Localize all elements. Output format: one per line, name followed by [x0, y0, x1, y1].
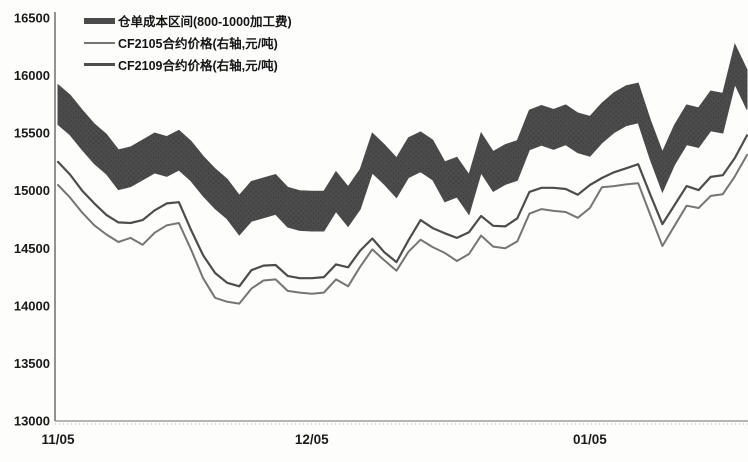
cf2105-line-swatch-icon — [84, 41, 115, 44]
legend-label-band: 仓单成本区间(800-1000加工费) — [118, 15, 292, 29]
y-axis-tick-label: 16500 — [14, 11, 50, 26]
y-axis-tick-label: 14500 — [14, 241, 50, 256]
cf2109-line-swatch-icon — [84, 63, 115, 66]
legend-item-cf2105: CF2105合约价格(右轴,元/吨) — [84, 32, 292, 53]
cf2105-line — [57, 154, 748, 305]
x-axis-tick-label: 12/05 — [295, 432, 329, 447]
cost-band-area — [57, 43, 748, 236]
y-axis-tick-label: 16000 — [14, 68, 50, 83]
legend-label-cf2105: CF2105合约价格(右轴,元/吨) — [118, 37, 278, 51]
x-axis-tick-label: 11/05 — [41, 432, 75, 447]
y-axis-tick-label: 15500 — [14, 126, 50, 141]
y-axis-tick-label: 13500 — [14, 356, 50, 371]
legend-item-band: 仓单成本区间(800-1000加工费) — [84, 10, 292, 31]
y-axis-tick-label: 15000 — [14, 183, 50, 198]
x-axis-tick-label: 01/05 — [573, 432, 607, 447]
cf2109-line — [56, 134, 748, 288]
legend: 仓单成本区间(800-1000加工费) CF2105合约价格(右轴,元/吨) C… — [84, 10, 292, 75]
legend-item-cf2109: CF2109合约价格(右轴,元/吨) — [84, 54, 292, 75]
y-axis-tick-label: 14000 — [14, 298, 50, 313]
band-swatch-icon — [84, 17, 115, 24]
y-axis-tick-label: 13000 — [14, 414, 50, 429]
legend-label-cf2109: CF2109合约价格(右轴,元/吨) — [118, 59, 278, 73]
